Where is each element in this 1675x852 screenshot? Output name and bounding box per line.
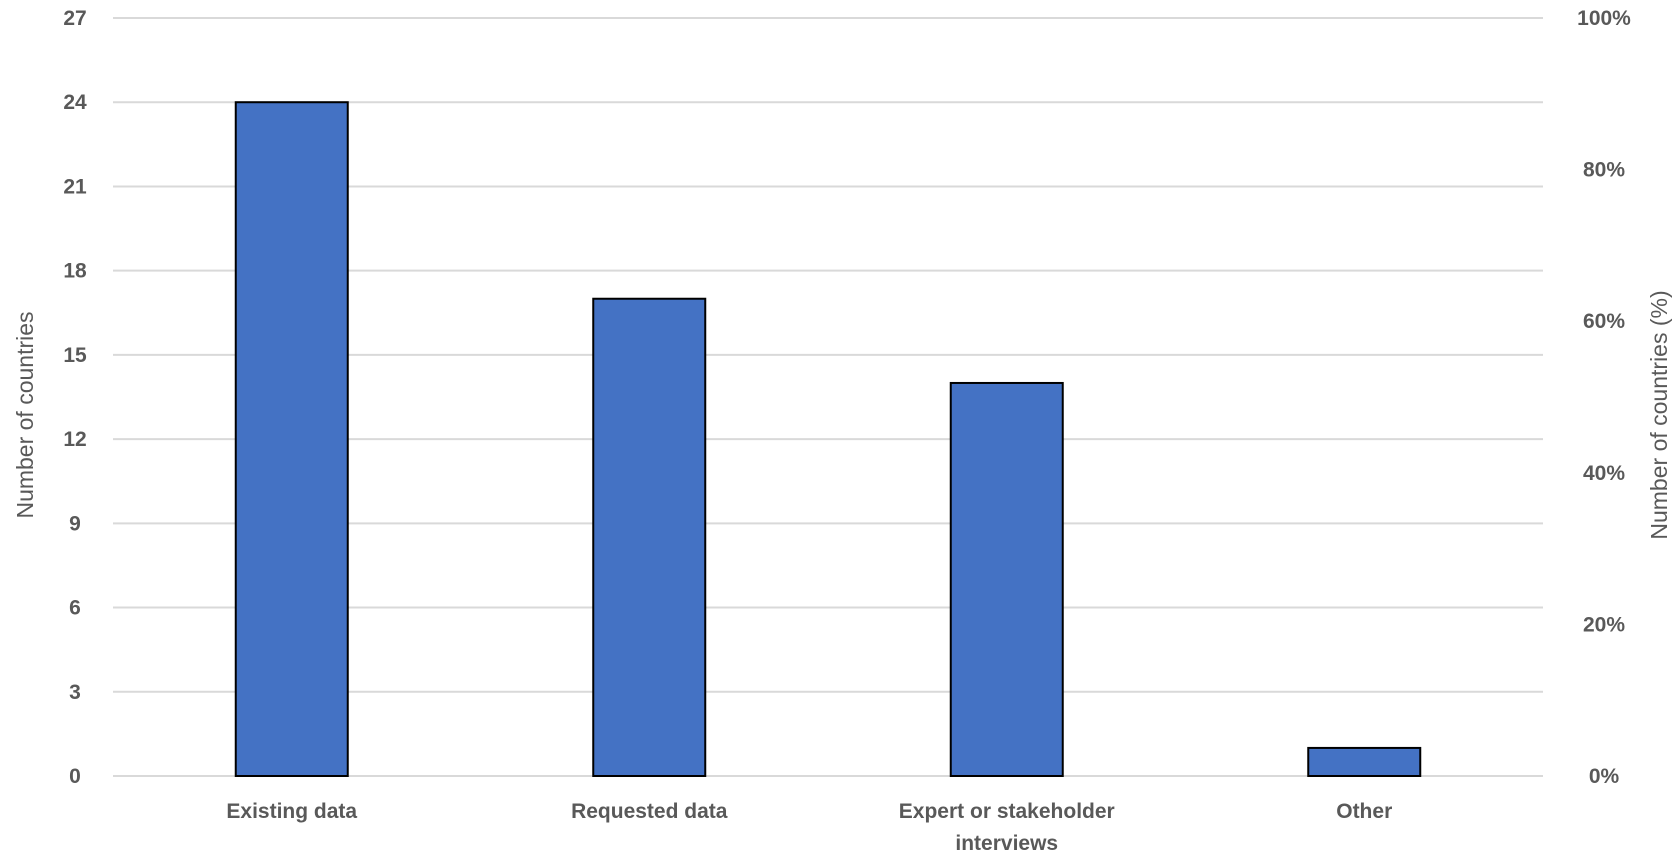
y-axis-title: Number of countries [12,311,38,518]
y-tick-label: 24 [63,91,87,114]
y-tick-label: 9 [69,512,81,535]
y2-tick-label: 20% [1583,613,1625,636]
y-tick-label: 6 [69,597,81,620]
bar [592,297,707,777]
x-category-label: Requested data [571,800,728,823]
y-tick-label: 12 [63,428,86,451]
category-labels: Existing data Requested data Expert or sta… [226,800,1392,852]
right-axis-ticks: 0% 20% 40% 60% 80% 100% [1577,7,1631,788]
y2-tick-label: 40% [1583,462,1625,485]
secondary-y-axis-title: Number of countries (%) [1646,290,1672,539]
x-category-label: Other [1336,800,1392,823]
y-tick-label: 15 [63,344,87,367]
y-tick-label: 27 [63,7,86,30]
x-category-label: Expert or stakeholder interviews [899,800,1115,852]
y2-tick-label: 60% [1583,310,1625,333]
x-category-label: Existing data [226,800,357,823]
y2-tick-label: 80% [1583,159,1625,182]
y-tick-label: 3 [69,681,81,704]
bar [1307,746,1422,777]
bar [234,101,349,777]
bars [234,101,1422,777]
y-tick-label: 0 [69,765,81,788]
y-tick-label: 18 [63,260,87,283]
gridlines [113,17,1543,777]
y-tick-label: 21 [63,175,87,198]
bar [949,381,1064,777]
left-axis-ticks: 0 3 6 9 12 15 18 21 24 27 [63,7,87,788]
y2-tick-label: 100% [1577,7,1631,30]
y2-tick-label: 0% [1589,765,1620,788]
